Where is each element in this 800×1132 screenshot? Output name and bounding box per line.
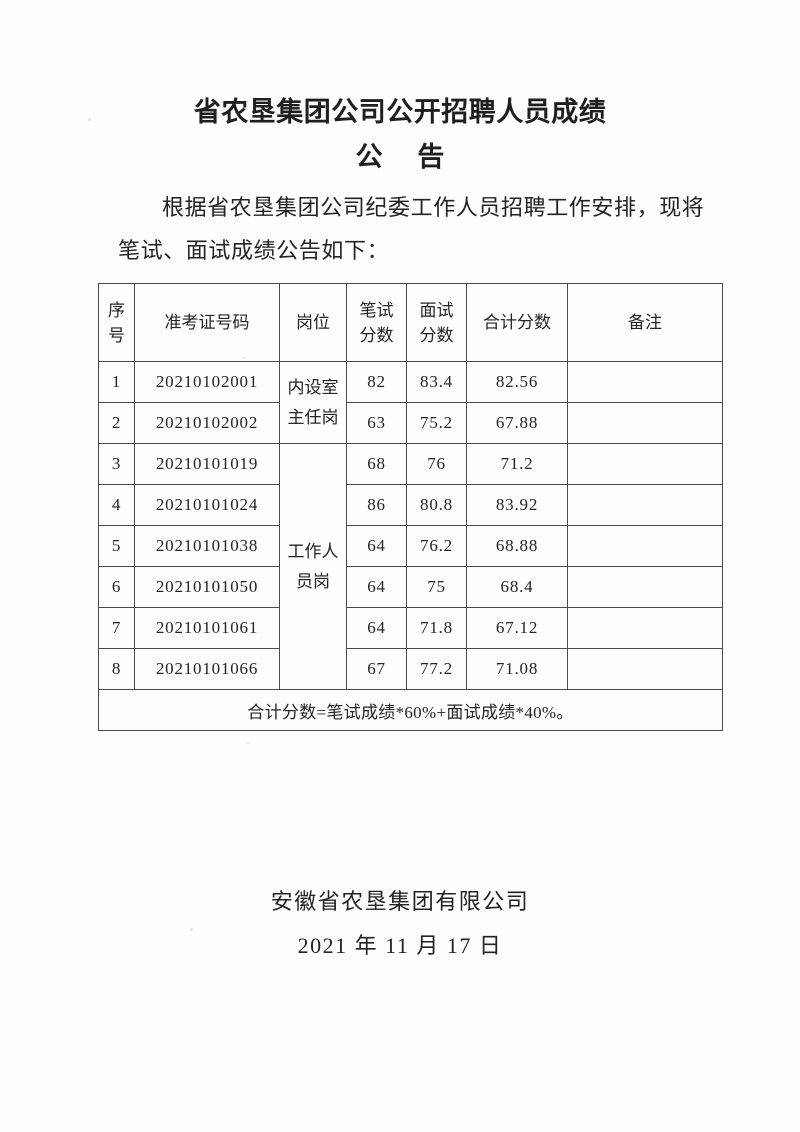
scan-speck xyxy=(247,742,249,744)
header-cell-remark: 备注 xyxy=(567,283,723,362)
cell-ticket: 20210101019 xyxy=(134,443,280,485)
cell-ticket: 20210102002 xyxy=(134,402,280,444)
cell-written: 82 xyxy=(346,361,407,403)
cell-written: 64 xyxy=(346,566,407,608)
table-row: 2 20210102002 63 75.2 67.88 xyxy=(98,402,723,444)
document-title-line-1: 省农垦集团公司公开招聘人员成绩 xyxy=(193,97,607,127)
table-row: 6 20210101050 64 75 68.4 xyxy=(98,566,723,608)
cell-remark xyxy=(567,484,723,526)
cell-interview: 76.2 xyxy=(406,525,467,567)
signature-organization: 安徽省农垦集团有限公司 xyxy=(270,889,530,914)
cell-total: 68.4 xyxy=(466,566,568,608)
cell-seq: 1 xyxy=(98,361,135,403)
cell-seq: 5 xyxy=(98,525,135,567)
cell-total: 68.88 xyxy=(466,525,568,567)
cell-seq: 8 xyxy=(98,648,135,690)
cell-total: 67.12 xyxy=(466,607,568,649)
cell-total: 83.92 xyxy=(466,484,568,526)
cell-written: 86 xyxy=(346,484,407,526)
scan-speck xyxy=(243,357,245,359)
post-2-line-1: 工作人 xyxy=(287,541,339,561)
cell-seq: 6 xyxy=(98,566,135,608)
header-seq-line-2: 号 xyxy=(108,325,125,345)
cell-remark xyxy=(567,402,723,444)
cell-total: 67.88 xyxy=(466,402,568,444)
header-cell-total: 合计分数 xyxy=(466,283,568,362)
table-body: 1 20210102001 内设室 主任岗 82 83.4 82.56 2 20… xyxy=(98,361,723,731)
signature-date: 2021 年 11 月 17 日 xyxy=(297,933,503,958)
cell-interview: 75.2 xyxy=(406,402,467,444)
cell-remark xyxy=(567,566,723,608)
cell-interview: 83.4 xyxy=(406,361,467,403)
table-row: 3 20210101019 工作人 员岗 68 76 71.2 xyxy=(98,443,723,690)
grades-table: 序 号 准考证号码 岗位 笔试 分数 面试 分数 合计分数 备注 xyxy=(98,283,723,731)
header-cell-post: 岗位 xyxy=(279,283,347,362)
cell-ticket: 20210102001 xyxy=(134,361,280,403)
header-cell-seq: 序 号 xyxy=(98,283,135,362)
cell-interview: 80.8 xyxy=(406,484,467,526)
cell-seq: 3 xyxy=(98,443,135,485)
table-row: 1 20210102001 内设室 主任岗 82 83.4 82.56 xyxy=(98,361,723,444)
document-title-line-2: 公 告 xyxy=(355,142,459,172)
cell-interview: 71.8 xyxy=(406,607,467,649)
table-row: 4 20210101024 86 80.8 83.92 xyxy=(98,484,723,526)
scan-speck xyxy=(88,118,91,121)
cell-ticket: 20210101038 xyxy=(134,525,280,567)
post-1-line-2: 主任岗 xyxy=(287,407,339,427)
cell-remark xyxy=(567,361,723,403)
cell-ticket: 20210101050 xyxy=(134,566,280,608)
post-1-line-1: 内设室 xyxy=(287,377,339,397)
header-cell-written: 笔试 分数 xyxy=(346,283,407,362)
header-cell-interview: 面试 分数 xyxy=(406,283,467,362)
cell-interview: 77.2 xyxy=(406,648,467,690)
cell-written: 64 xyxy=(346,607,407,649)
header-interview-line-1: 面试 xyxy=(419,300,454,320)
table-note: 合计分数=笔试成绩*60%+面试成绩*40%。 xyxy=(98,689,723,731)
cell-interview: 76 xyxy=(406,443,467,485)
signature-block: 安徽省农垦集团有限公司 2021 年 11 月 17 日 xyxy=(0,880,800,968)
cell-total: 82.56 xyxy=(466,361,568,403)
cell-total: 71.2 xyxy=(466,443,568,485)
header-written-line-1: 笔试 xyxy=(359,300,394,320)
header-cell-ticket: 准考证号码 xyxy=(134,283,280,362)
table-row: 8 20210101066 67 77.2 71.08 xyxy=(98,648,723,690)
cell-seq: 7 xyxy=(98,607,135,649)
scan-speck xyxy=(190,928,193,931)
header-seq-line-1: 序 xyxy=(108,300,125,320)
cell-ticket: 20210101066 xyxy=(134,648,280,690)
cell-remark xyxy=(567,525,723,567)
cell-total: 71.08 xyxy=(466,648,568,690)
cell-remark xyxy=(567,443,723,485)
cell-seq: 2 xyxy=(98,402,135,444)
cell-post-group-2: 工作人 员岗 xyxy=(279,443,347,690)
cell-remark xyxy=(567,648,723,690)
cell-written: 68 xyxy=(346,443,407,485)
cell-interview: 75 xyxy=(406,566,467,608)
table-header-row: 序 号 准考证号码 岗位 笔试 分数 面试 分数 合计分数 备注 xyxy=(98,283,723,362)
table-row: 5 20210101038 64 76.2 68.88 xyxy=(98,525,723,567)
table-row: 7 20210101061 64 71.8 67.12 xyxy=(98,607,723,649)
cell-written: 63 xyxy=(346,402,407,444)
grades-table-wrapper: 序 号 准考证号码 岗位 笔试 分数 面试 分数 合计分数 备注 xyxy=(98,283,723,731)
body-paragraph: 根据省农垦集团公司纪委工作人员招聘工作安排，现将笔试、面试成绩公告如下： xyxy=(118,195,705,263)
cell-ticket: 20210101061 xyxy=(134,607,280,649)
cell-remark xyxy=(567,607,723,649)
post-2-line-2: 员岗 xyxy=(296,571,330,591)
cell-written: 67 xyxy=(346,648,407,690)
table-header: 序 号 准考证号码 岗位 笔试 分数 面试 分数 合计分数 备注 xyxy=(98,283,723,362)
cell-post-group-1: 内设室 主任岗 xyxy=(279,361,347,444)
header-interview-line-2: 分数 xyxy=(419,325,454,345)
table-note-row: 合计分数=笔试成绩*60%+面试成绩*40%。 xyxy=(98,689,723,731)
cell-seq: 4 xyxy=(98,484,135,526)
header-written-line-2: 分数 xyxy=(359,325,394,345)
cell-written: 64 xyxy=(346,525,407,567)
cell-ticket: 20210101024 xyxy=(134,484,280,526)
